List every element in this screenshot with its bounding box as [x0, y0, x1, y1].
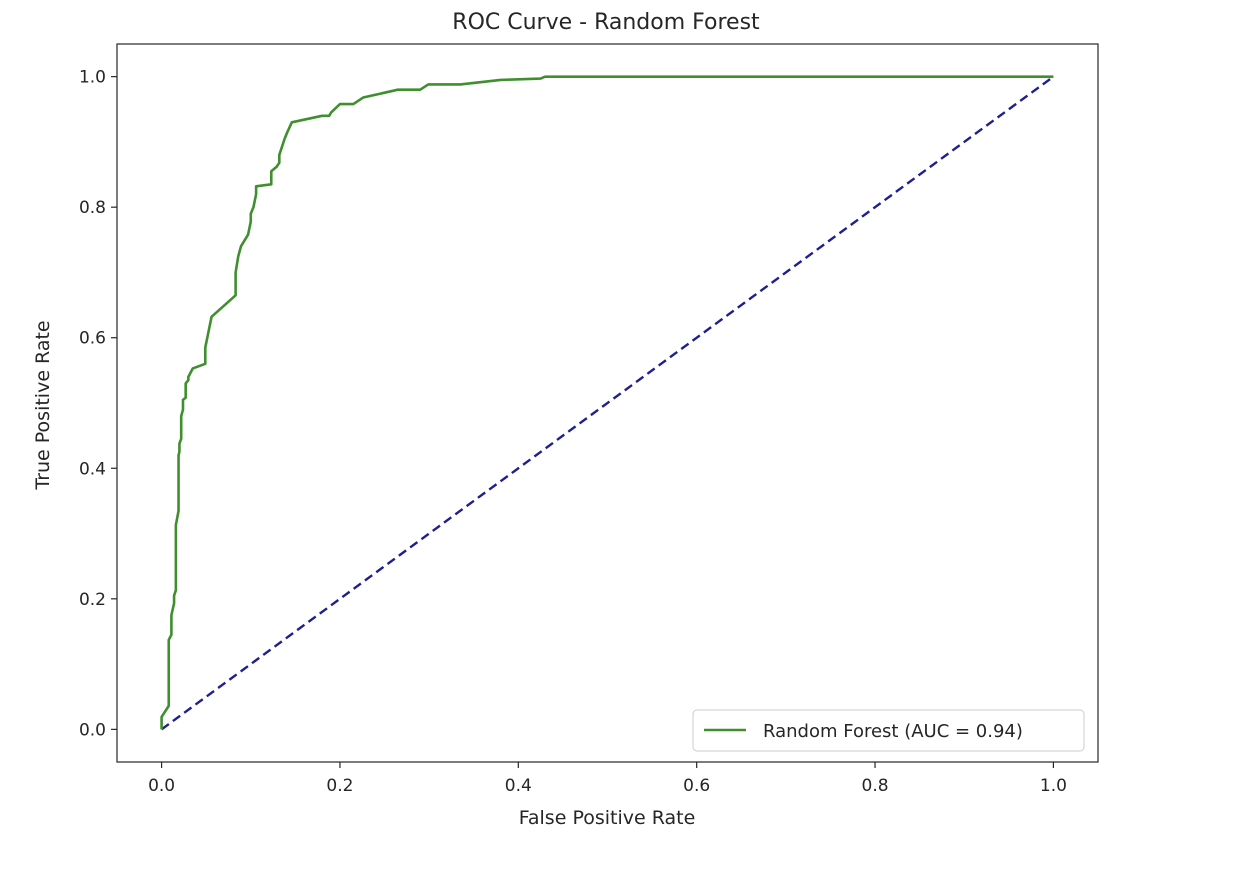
y-axis-label: True Positive Rate: [32, 320, 54, 490]
x-tick-label: 0.8: [862, 776, 889, 796]
chart-title: ROC Curve - Random Forest: [452, 10, 760, 35]
x-tick-label: 0.4: [505, 776, 532, 796]
x-tick-label: 0.6: [683, 776, 710, 796]
x-tick-label: 0.0: [148, 776, 175, 796]
y-axis: 0.0 0.2 0.4 0.6 0.8 1.0: [79, 68, 117, 740]
plot-frame: [116, 43, 1099, 763]
x-tick-label: 1.0: [1040, 776, 1067, 796]
x-axis: 0.0 0.2 0.4 0.6 0.8 1.0: [148, 762, 1067, 796]
reference-diagonal-line: [160, 75, 1055, 731]
x-tick-label: 0.2: [326, 776, 353, 796]
y-tick-label: 0.4: [79, 459, 106, 479]
y-tick-label: 0.8: [79, 198, 106, 218]
y-tick-label: 0.0: [79, 720, 106, 740]
y-tick-label: 0.6: [79, 329, 106, 349]
y-tick-label: 0.2: [79, 590, 106, 610]
series-line-random-forest: [160, 75, 1054, 730]
legend-label-random-forest: Random Forest (AUC = 0.94): [763, 721, 1023, 742]
legend-box: [692, 709, 1085, 752]
y-tick-label: 1.0: [79, 68, 106, 88]
plot-marks: [160, 75, 1055, 731]
legend: Random Forest (AUC = 0.94): [692, 709, 1085, 752]
x-axis-label: False Positive Rate: [519, 807, 696, 829]
